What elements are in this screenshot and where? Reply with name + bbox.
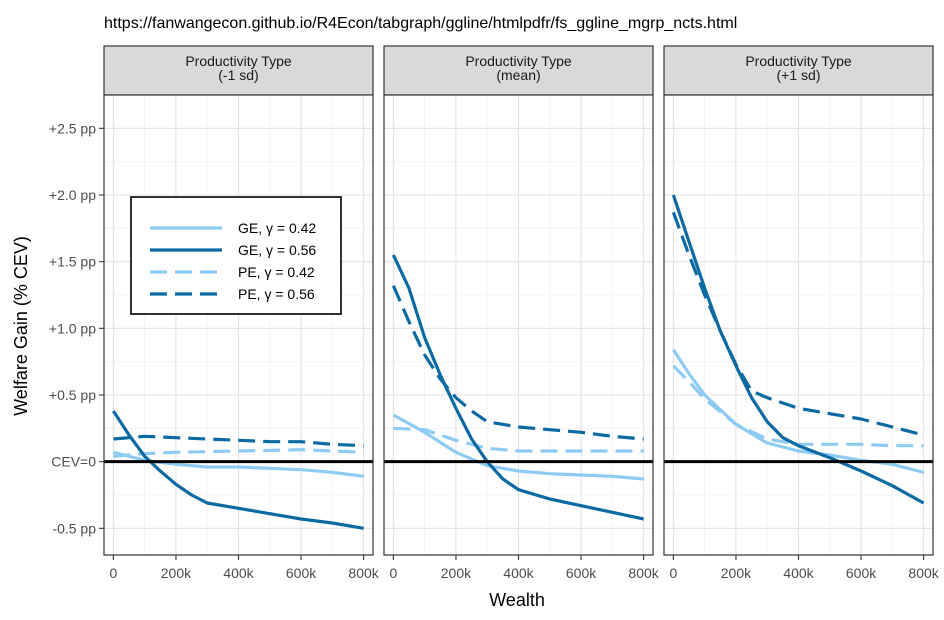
- x-tick-label: 200k: [161, 565, 192, 581]
- y-tick-label: CEV=0: [51, 454, 96, 470]
- x-axis-label: Wealth: [489, 590, 545, 610]
- facet-strip-label: Productivity Type: [465, 53, 572, 69]
- x-tick-label: 600k: [286, 565, 317, 581]
- x-tick-label: 0: [389, 565, 397, 581]
- x-tick-label: 0: [669, 565, 677, 581]
- series-line: [671, 211, 924, 437]
- panel-2: Productivity Type(mean) 0 200k 400k 600k 800k: [383, 45, 660, 581]
- x-tick-label: 400k: [223, 565, 254, 581]
- x-tick-label: 400k: [783, 565, 814, 581]
- facet-strip-label: (mean): [496, 67, 540, 83]
- facet-strip-label: Productivity Type: [745, 53, 852, 69]
- facet-strip: [103, 45, 374, 96]
- panel-1: Productivity Type(-1 sd) 0 200k 400k 600k 800…: [49, 45, 380, 581]
- facet-strip-label: Productivity Type: [185, 53, 292, 69]
- series-line: [113, 450, 364, 478]
- legend-label: PE, γ = 0.42: [238, 264, 315, 280]
- series-line: [672, 364, 924, 448]
- facet-strip: [663, 45, 934, 96]
- legend-label: GE, γ = 0.56: [238, 242, 316, 258]
- y-tick-label: -0.5 pp: [52, 520, 96, 536]
- facet-strip: [383, 45, 654, 96]
- y-tick-label: +2.5 pp: [49, 120, 96, 136]
- legend-label: PE, γ = 0.56: [238, 286, 315, 302]
- x-tick-label: 600k: [846, 565, 877, 581]
- y-tick-label: +2.0 pp: [49, 187, 96, 203]
- x-tick-label: 200k: [441, 565, 472, 581]
- y-tick-label: +0.5 pp: [49, 387, 96, 403]
- legend-label: GE, γ = 0.42: [238, 220, 316, 236]
- series-line: [391, 285, 644, 441]
- y-axis-label: Welfare Gain (% CEV): [11, 236, 31, 416]
- x-tick-label: 0: [109, 565, 117, 581]
- facet-strip-label: (+1 sd): [777, 67, 821, 83]
- y-tick-label: +1.0 pp: [49, 320, 96, 336]
- y-tick-label: +1.5 pp: [49, 254, 96, 270]
- x-tick-label: 800k: [628, 565, 659, 581]
- series-line: [393, 426, 644, 453]
- facet-strip-label: (-1 sd): [218, 67, 258, 83]
- legend: GE, γ = 0.42 GE, γ = 0.56 PE, γ = 0.42 PE, …: [130, 196, 342, 315]
- x-tick-label: 800k: [908, 565, 939, 581]
- x-tick-label: 400k: [503, 565, 534, 581]
- panel-3: Productivity Type(+1 sd) 0 200k 400k 600k 800…: [663, 45, 940, 581]
- chart-title: https://fanwangecon.github.io/R4Econ/tab…: [104, 15, 737, 32]
- series-line: [392, 413, 644, 481]
- series-line: [113, 434, 364, 448]
- x-tick-label: 600k: [566, 565, 597, 581]
- series-line: [112, 410, 364, 530]
- x-tick-label: 800k: [348, 565, 379, 581]
- series-line: [671, 194, 925, 505]
- series-line: [113, 448, 364, 458]
- x-tick-label: 200k: [721, 565, 752, 581]
